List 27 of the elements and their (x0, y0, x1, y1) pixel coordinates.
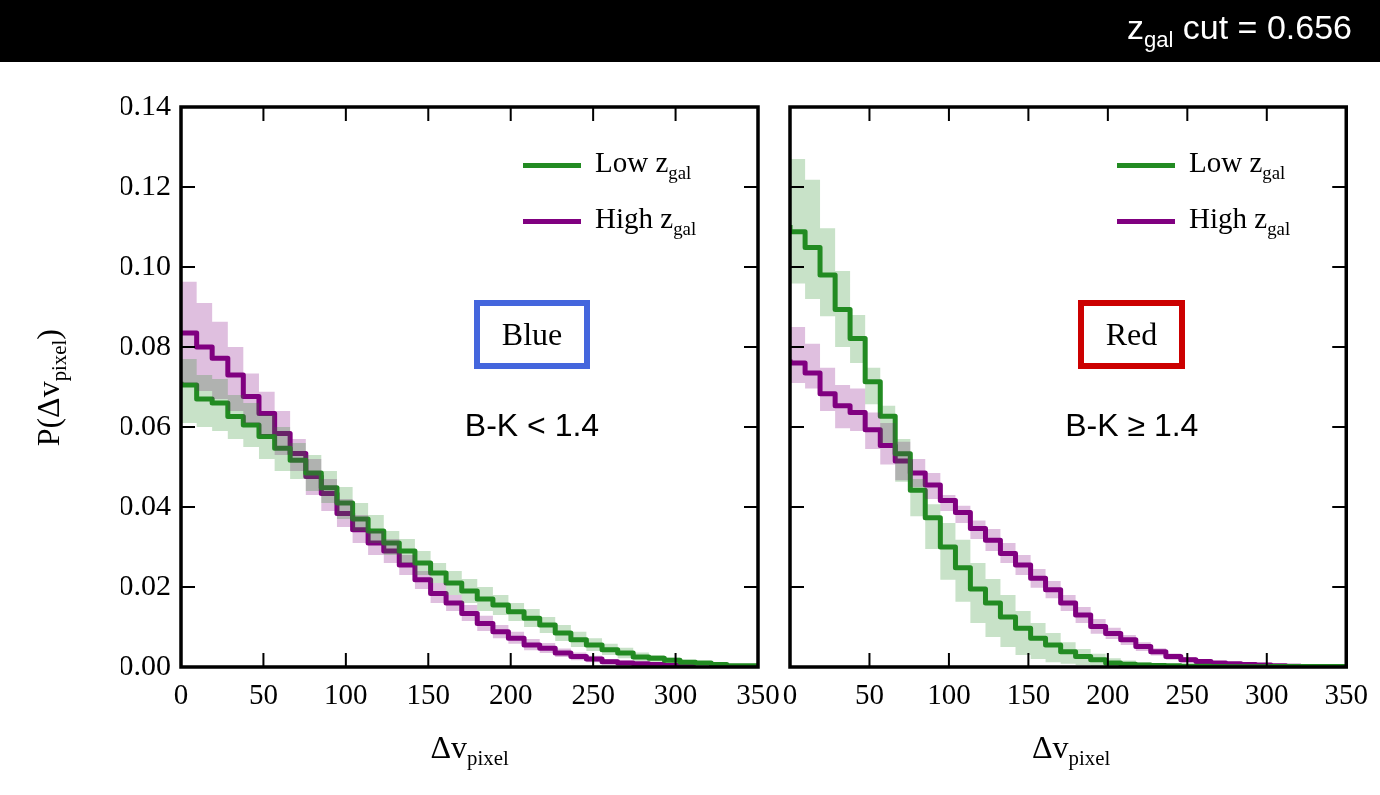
x-tick-label: 350 (1324, 678, 1368, 711)
legend-label: Low z$_{gal}$ (1189, 146, 1286, 184)
x-tick-label: 200 (1086, 678, 1130, 711)
x-tick-label: 300 (1245, 678, 1289, 711)
x-tick-label: 100 (324, 678, 368, 711)
x-tick-label: 350 (736, 678, 780, 711)
legend-label: High z$_{gal}$ (1189, 202, 1291, 240)
annotation: B-K ≥ 1.4 (1065, 406, 1199, 444)
x-tick-label: 150 (1006, 678, 1051, 711)
legend-label: High z$_{gal}$ (595, 202, 697, 240)
x-tick-label: 150 (406, 678, 451, 711)
chart-title: z$_{gal}$ cut = 0.656 (1126, 8, 1352, 53)
x-axis-title: Δv$_{pixel}$ (430, 729, 509, 771)
x-axis-title: Δv$_{pixel}$ (1032, 729, 1111, 771)
legend-label: Low z$_{gal}$ (595, 146, 692, 184)
x-tick-label: 250 (1165, 678, 1210, 711)
x-tick-label: 50 (854, 678, 884, 711)
x-tick-label: 200 (488, 678, 533, 711)
x-tick-label: 100 (927, 678, 971, 711)
annotation: Red (1077, 300, 1186, 370)
annotation: Blue (473, 300, 591, 370)
annotation: B-K < 1.4 (464, 406, 600, 444)
x-tick-label: 250 (571, 678, 615, 711)
x-tick-label: 0 (173, 678, 189, 711)
x-tick-label: 0 (782, 678, 798, 711)
x-tick-label: 50 (248, 678, 278, 711)
x-tick-label: 300 (653, 678, 698, 711)
